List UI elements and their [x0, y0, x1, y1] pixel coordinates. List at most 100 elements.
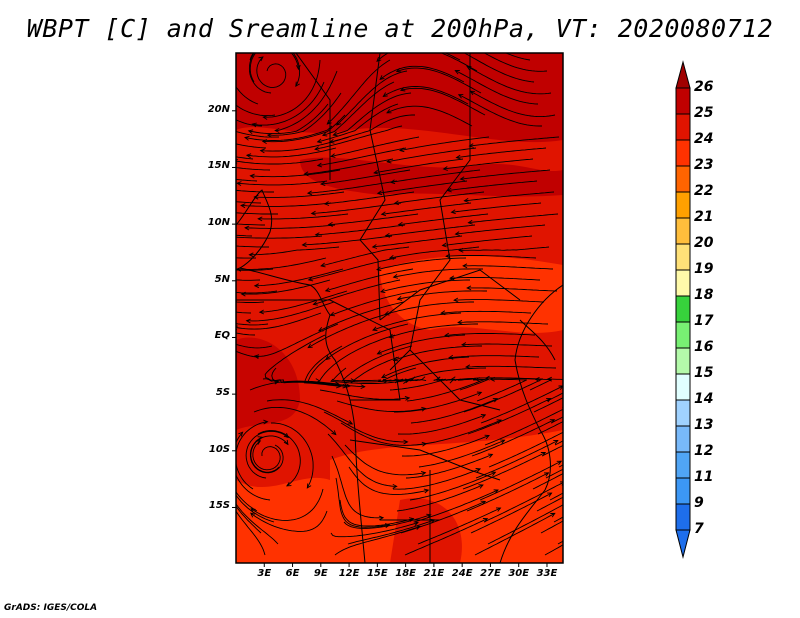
lon-label: 6E: [285, 568, 300, 579]
colorbar-label: 23: [694, 157, 714, 173]
streamline: [324, 191, 415, 205]
streamline-arrow-icon: [482, 518, 489, 523]
streamline-arrow-icon: [244, 135, 250, 141]
streamline: [414, 419, 502, 446]
streamline-arrow-icon: [392, 483, 398, 489]
streamline: [343, 514, 431, 529]
streamline: [553, 516, 563, 523]
streamline: [385, 224, 476, 237]
streamline: [393, 268, 483, 278]
colorbar-label: 19: [694, 261, 714, 277]
streamline-arrow-icon: [487, 453, 494, 459]
streamline-arrow-icon: [373, 169, 379, 175]
streamline: [536, 496, 563, 512]
streamline-arrow-icon: [165, 140, 169, 144]
colorbar-label: 21: [694, 209, 714, 225]
streamline-arrow-icon: [253, 194, 259, 200]
streamline-arrow-icon: [274, 128, 280, 133]
streamline: [400, 378, 422, 382]
lat-label: 10S: [208, 443, 230, 455]
streamline: [379, 65, 465, 83]
streamline: [532, 473, 563, 490]
colorbar-label: 11: [694, 469, 714, 485]
wbpt-field: [236, 53, 563, 563]
colorbar-label: 18: [694, 287, 714, 303]
streamline: [236, 130, 280, 138]
streamline: [455, 224, 546, 235]
streamline: [326, 59, 391, 125]
streamline-arrow-icon: [426, 513, 432, 519]
streamline-arrow-icon: [244, 225, 250, 231]
streamline: [302, 235, 393, 246]
streamline-arrow-icon: [468, 143, 474, 148]
streamline: [236, 350, 260, 358]
streamline: [381, 356, 470, 378]
streamline: [470, 492, 552, 534]
streamline-arrow-icon: [480, 414, 487, 419]
streamline: [249, 53, 299, 83]
streamline: [335, 477, 390, 528]
streamline: [262, 114, 346, 143]
streamline-arrow-icon: [553, 440, 559, 445]
colorbar-label: 12: [694, 443, 714, 459]
streamline-arrow-icon: [547, 492, 553, 497]
streamline-arrow-icon: [360, 384, 366, 390]
streamline-arrow-icon: [450, 376, 457, 382]
streamline: [440, 53, 478, 72]
streamline-arrow-icon: [452, 46, 457, 50]
streamline: [447, 180, 538, 191]
streamline: [467, 398, 551, 435]
streamline: [236, 312, 322, 330]
streamline: [480, 385, 563, 424]
streamline: [259, 290, 348, 313]
streamline-arrow-icon: [238, 431, 244, 437]
streamline: [236, 104, 276, 117]
streamline-arrow-icon: [219, 456, 223, 460]
streamline: [236, 189, 274, 193]
streamline: [406, 367, 487, 382]
streamline: [236, 290, 278, 294]
streamline-arrow-icon: [440, 310, 446, 316]
streamline: [344, 444, 426, 476]
streamline: [488, 431, 563, 468]
streamline-arrow-icon: [180, 308, 184, 312]
streamline: [307, 180, 398, 194]
streamline: [393, 345, 482, 361]
colorbar-swatch: [675, 113, 691, 141]
streamline-arrow-icon: [253, 354, 260, 359]
streamline-arrow-icon: [619, 511, 624, 515]
streamline: [275, 70, 338, 131]
streamline: [404, 518, 488, 556]
streamline: [250, 435, 289, 473]
streamline: [347, 519, 435, 545]
streamline: [236, 234, 253, 237]
streamline-arrow-icon: [496, 419, 503, 424]
streamline: [413, 489, 499, 523]
streamline-arrow-icon: [621, 436, 625, 440]
colorbar-label: 9: [694, 495, 704, 511]
streamline: [248, 103, 329, 135]
streamline: [372, 235, 463, 248]
streamline-arrow-icon: [393, 49, 398, 53]
grads-credit: GrADS: IGES/COLA: [4, 603, 98, 613]
streamline: [254, 268, 344, 287]
streamline: [320, 246, 410, 267]
streamline: [400, 87, 486, 116]
streamline-arrow-icon: [423, 488, 430, 494]
colorbar-swatch: [675, 399, 691, 427]
streamline: [450, 277, 541, 281]
streamline-arrow-icon: [312, 301, 318, 306]
streamline-arrow-icon: [480, 500, 487, 506]
colorbar-swatch: [675, 269, 691, 297]
colorbar-under-arrow: [675, 529, 691, 559]
streamline-arrow-icon: [220, 478, 224, 482]
lon-label: 33E: [536, 568, 558, 579]
streamline-arrow-icon: [458, 247, 464, 253]
streamline-arrow-icon: [320, 181, 326, 187]
lat-label: 5S: [215, 387, 230, 399]
streamline: [244, 125, 333, 141]
streamline-arrow-icon: [580, 378, 584, 382]
streamline: [236, 268, 274, 271]
streamline: [468, 213, 559, 224]
colorbar-label: 22: [694, 183, 714, 199]
